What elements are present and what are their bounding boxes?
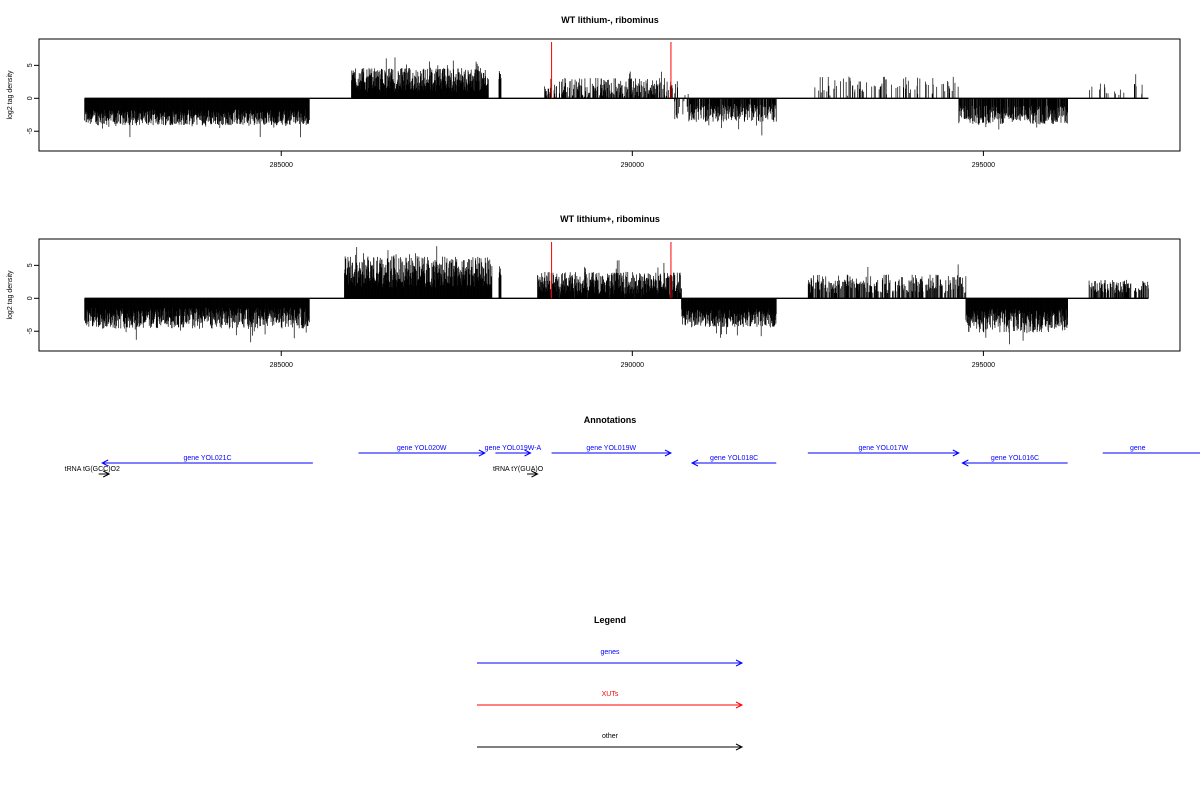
- track-panel-lithium-minus: WT lithium-, ribominus log2 tag density …: [7, 15, 1181, 169]
- density-bars: [84, 57, 1143, 138]
- y-axis: -5 0 5: [27, 263, 39, 334]
- feature-label: gene YOL019W: [586, 445, 636, 452]
- arrowhead-icon: [735, 659, 744, 667]
- y-axis-label: log2 tag density: [7, 270, 14, 320]
- x-tick-label: 285000: [270, 362, 293, 369]
- arrowhead-icon: [102, 470, 111, 478]
- x-tick-label: 290000: [621, 162, 644, 169]
- arrowhead-icon: [690, 459, 699, 467]
- arrowhead-icon: [735, 701, 744, 709]
- feature-gene: gene YOL019W: [551, 445, 673, 457]
- legend-title: Legend: [594, 615, 626, 625]
- feature-label: gene YOL021C: [183, 455, 231, 462]
- annotations-title: Annotations: [584, 415, 637, 425]
- legend: Legend genes XUTs other: [477, 615, 744, 751]
- x-tick-label: 295000: [972, 162, 995, 169]
- feature-label: tRNA tG(GCC)O2: [65, 466, 120, 473]
- x-tick-label: 295000: [972, 362, 995, 369]
- arrowhead-icon: [961, 459, 969, 467]
- feature-tracks: tRNA tG(GCC)O2 gene YOL021C gene YOL020W ge…: [65, 445, 1200, 478]
- legend-item-gene: genes: [477, 649, 744, 667]
- feature-other: tRNA tY(GUA)O: [493, 466, 544, 478]
- x-axis: 285000 290000 295000: [270, 151, 995, 169]
- legend-label: other: [602, 733, 619, 740]
- y-axis-label: log2 tag density: [7, 70, 14, 120]
- annotations-panel: Annotations tRNA tG(GCC)O2 gene YOL021C ge…: [65, 415, 1200, 478]
- feature-gene: gene YOL018C: [690, 455, 777, 467]
- y-tick-label: 0: [27, 296, 34, 300]
- legend-label: genes: [600, 649, 620, 656]
- feature-label: gene YOL018C: [710, 455, 758, 462]
- y-tick-label: -5: [27, 328, 34, 334]
- legend-item-xut: XUTs: [477, 691, 744, 709]
- legend-items: genes XUTs other: [477, 649, 744, 751]
- plot-frame: [38, 238, 1181, 352]
- panel-title: WT lithium-, ribominus: [561, 15, 659, 25]
- arrowhead-icon: [478, 449, 486, 457]
- legend-label: XUTs: [602, 691, 619, 698]
- feature-label: gene: [1130, 445, 1146, 452]
- feature-label: gene YOL017W: [858, 445, 908, 452]
- density-bars: [84, 246, 1149, 345]
- y-tick-label: 0: [27, 96, 34, 100]
- x-tick-label: 290000: [621, 362, 644, 369]
- y-tick-label: 5: [27, 63, 34, 67]
- panel-title: WT lithium+, ribominus: [560, 214, 660, 224]
- track-panel-lithium-plus: WT lithium+, ribominus log2 tag density …: [7, 214, 1181, 369]
- feature-label: gene YOL016C: [991, 455, 1039, 462]
- xut-markers: [551, 42, 672, 99]
- plot-frame: [38, 38, 1181, 152]
- y-tick-label: -5: [27, 128, 34, 134]
- y-axis: -5 0 5: [27, 63, 39, 134]
- arrowhead-icon: [101, 459, 109, 467]
- y-tick-label: 5: [27, 263, 34, 267]
- feature-gene: gene YOL021C: [101, 455, 313, 467]
- feature-other: tRNA tG(GCC)O2: [65, 466, 120, 478]
- arrowhead-icon: [664, 449, 673, 457]
- arrowhead-icon: [524, 449, 532, 457]
- x-axis: 285000 290000 295000: [270, 351, 995, 369]
- feature-gene: gene: [1102, 445, 1200, 454]
- feature-label: gene YOL020W: [397, 445, 447, 452]
- arrowhead-icon: [952, 449, 960, 457]
- legend-item-other: other: [477, 733, 744, 751]
- x-tick-label: 285000: [270, 162, 293, 169]
- feature-gene: gene YOL016C: [961, 455, 1068, 467]
- feature-label: gene YOL019W-A: [485, 445, 542, 452]
- feature-gene: gene YOL019W-A: [485, 445, 542, 457]
- arrowhead-icon: [531, 470, 539, 478]
- feature-gene: gene YOL017W: [807, 445, 960, 457]
- xut-markers: [551, 242, 672, 299]
- feature-gene: gene YOL020W: [358, 445, 486, 457]
- feature-label: tRNA tY(GUA)O: [493, 466, 544, 473]
- arrowhead-icon: [735, 743, 744, 751]
